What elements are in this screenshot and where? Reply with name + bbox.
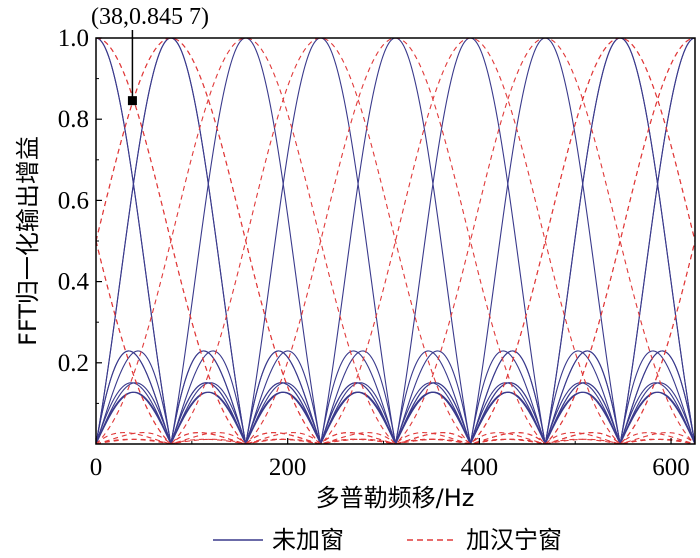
series-hanning-bin-2 xyxy=(96,38,695,444)
series-hanning-bin-8 xyxy=(96,38,695,444)
series-hanning-bin-4 xyxy=(96,38,695,444)
y-axis-label: FFT归一化输出增益 xyxy=(14,136,42,346)
x-tick-label: 0 xyxy=(90,454,103,481)
series-hanning-bin-7 xyxy=(96,38,695,444)
x-tick-label: 600 xyxy=(652,454,690,481)
y-tick-label: 0.2 xyxy=(58,350,89,377)
series-unwindowed-bin-4 xyxy=(96,38,695,444)
series-unwindowed-bin-2 xyxy=(96,38,695,444)
y-tick-label: 1.0 xyxy=(58,25,89,52)
legend-label-unwindowed: 未加窗 xyxy=(272,526,344,554)
series-unwindowed-bin-5 xyxy=(96,38,695,444)
series-unwindowed-bin-9 xyxy=(96,38,695,444)
annotation-label: (38,0.845 7) xyxy=(91,4,209,30)
series-hanning-bin-6 xyxy=(96,38,695,444)
legend-label-hanning: 加汉宁窗 xyxy=(466,526,562,554)
x-axis-label: 多普勒频移/Hz xyxy=(316,484,475,512)
annotation-marker xyxy=(127,96,137,106)
tick-labels: 0 200 400 600 0.2 0.4 0.6 0.8 1.0 xyxy=(58,25,690,481)
y-tick-label: 0.8 xyxy=(58,106,89,133)
series-unwindowed-bin-6 xyxy=(96,38,695,444)
plot-curves xyxy=(96,38,695,444)
axis-ticks xyxy=(95,37,672,444)
y-tick-label: 0.4 xyxy=(58,269,90,296)
legend: 未加窗 加汉宁窗 xyxy=(213,526,562,554)
x-tick-label: 400 xyxy=(461,454,499,481)
series-unwindowed-bin-3 xyxy=(96,38,695,444)
series-hanning-bin-3 xyxy=(96,38,695,444)
series-unwindowed-bin-7 xyxy=(96,38,695,444)
series-unwindowed-bin-8 xyxy=(96,38,695,444)
x-tick-label: 200 xyxy=(269,454,307,481)
y-tick-label: 0.6 xyxy=(58,187,89,214)
series-hanning-bin-5 xyxy=(96,38,695,444)
